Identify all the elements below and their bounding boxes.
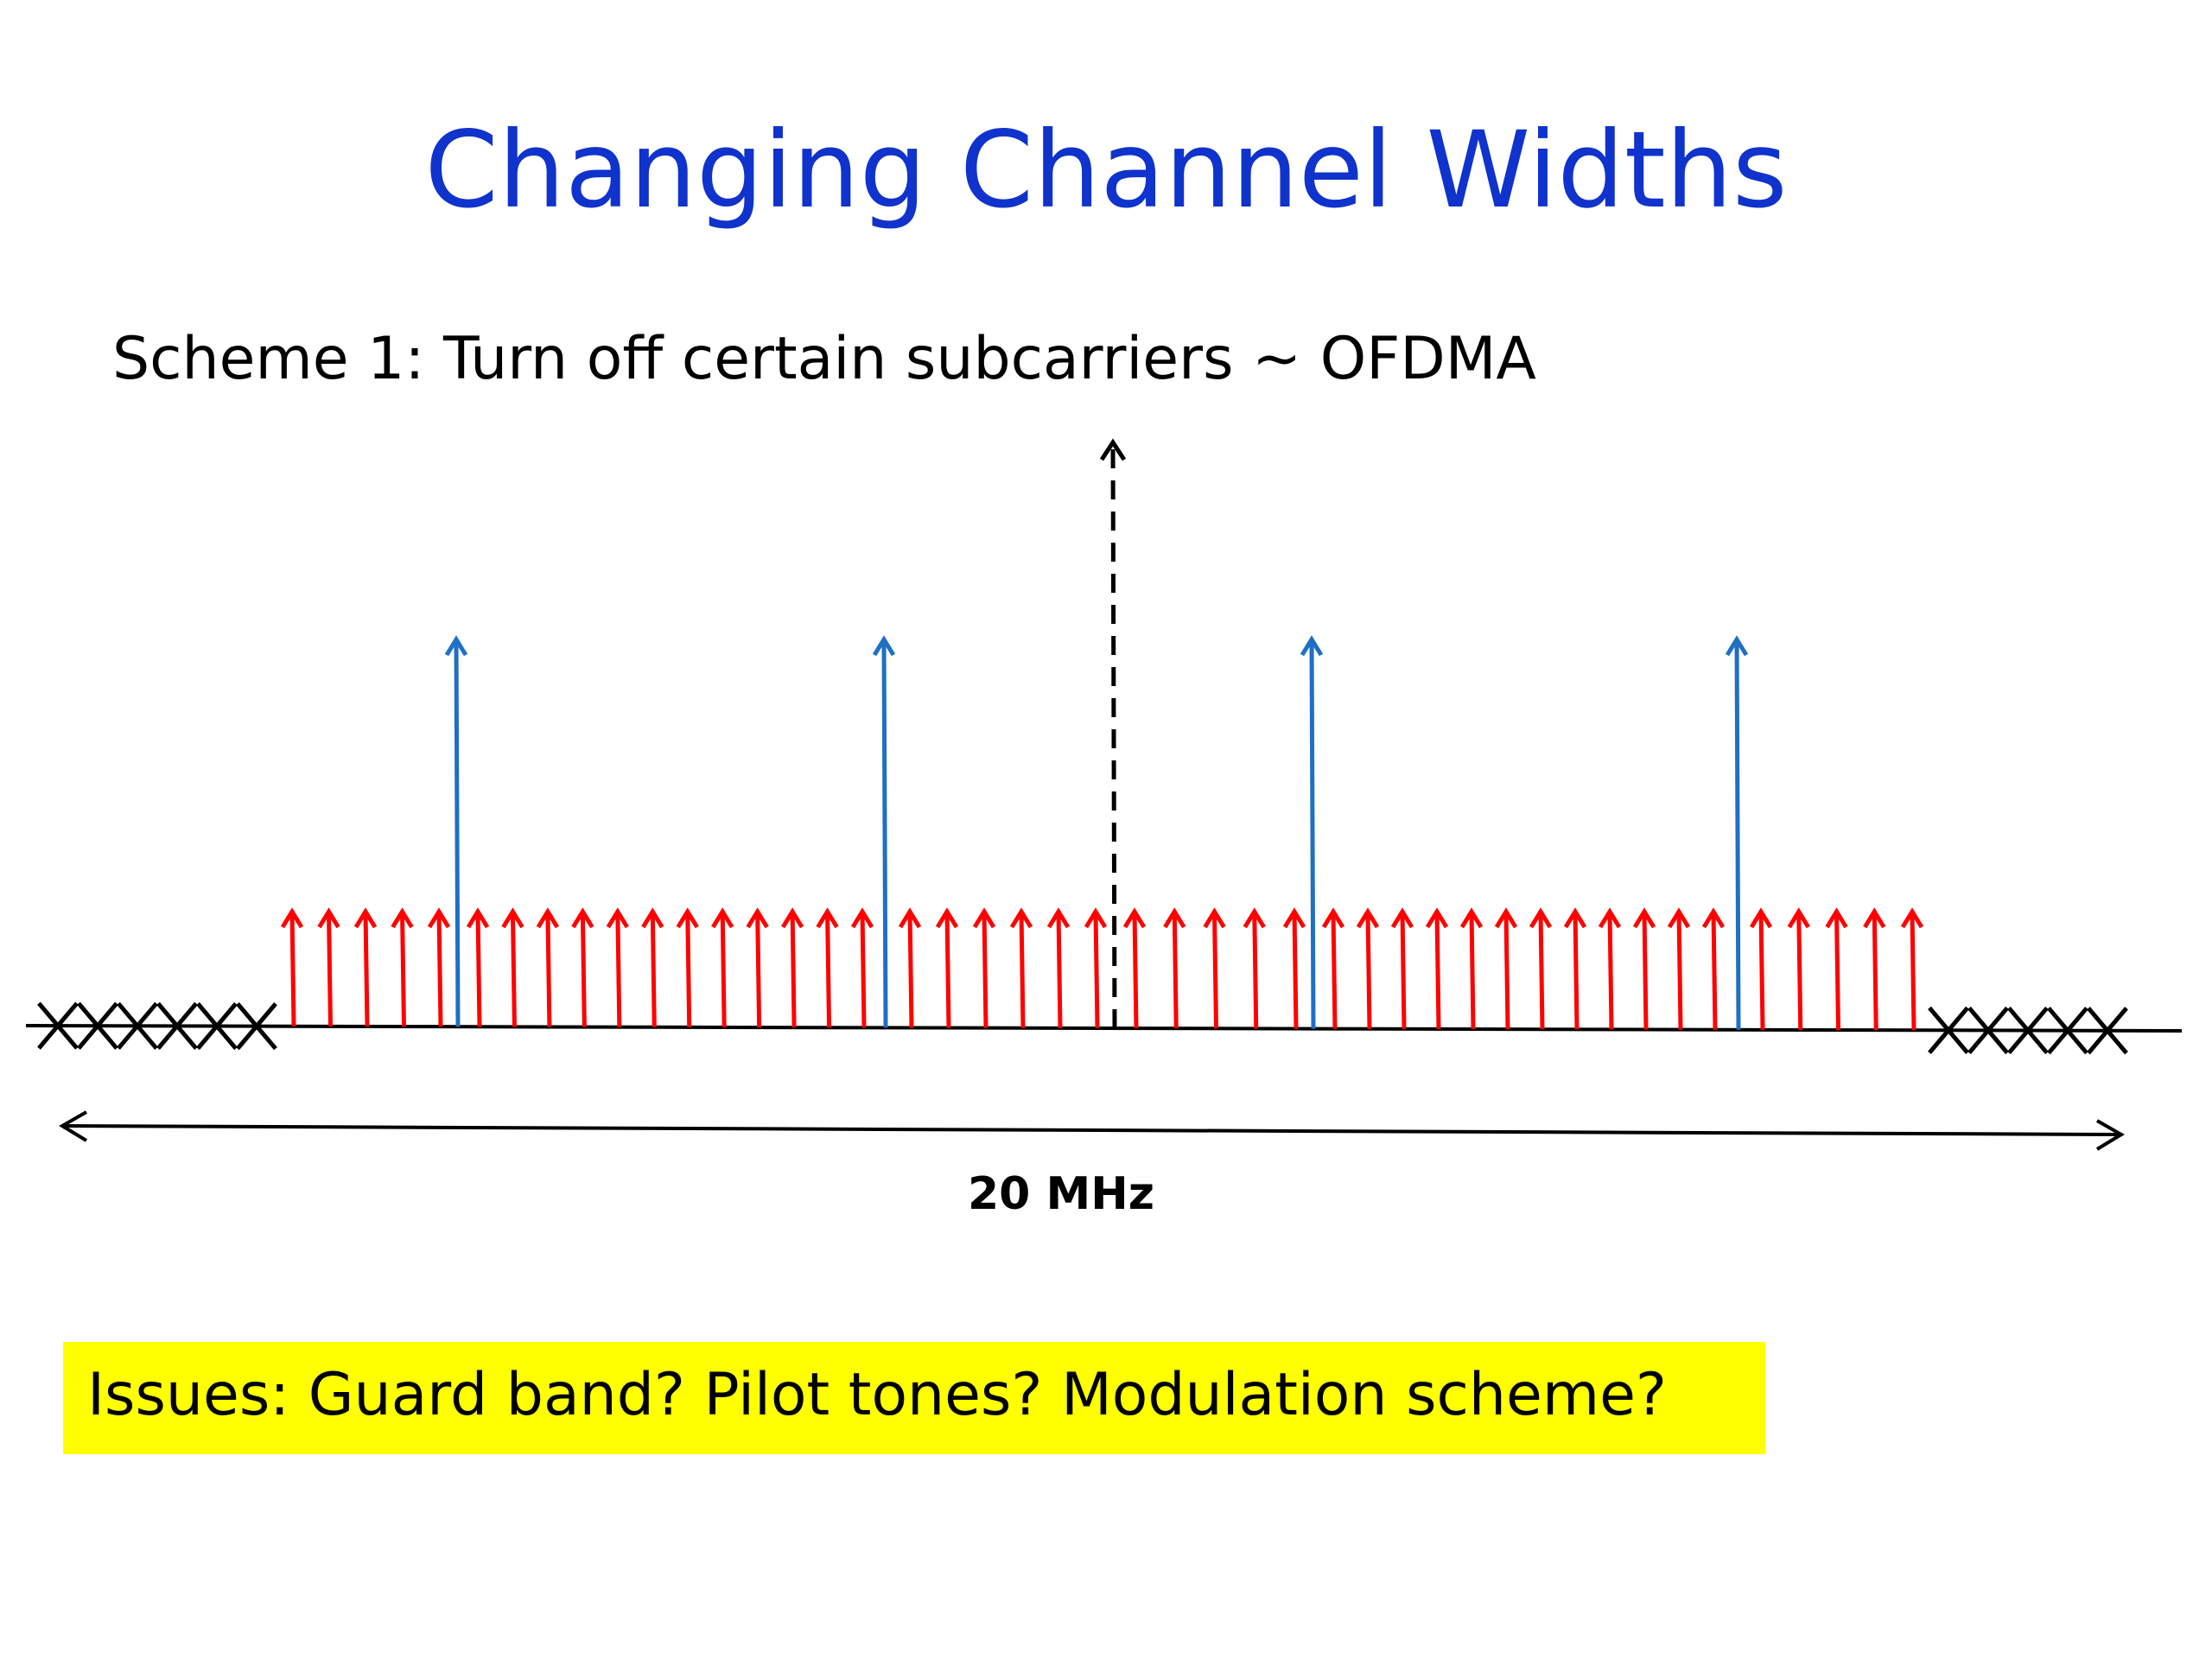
data-subcarrier-arrow-icon	[1203, 907, 1226, 1029]
data-subcarrier-arrow-icon	[353, 907, 378, 1027]
data-subcarrier-arrow-icon	[850, 907, 874, 1028]
data-subcarrier-arrow-icon	[466, 907, 490, 1027]
data-subcarrier-arrow-icon	[1425, 907, 1449, 1029]
frequency-axis	[25, 1024, 2183, 1033]
data-subcarriers	[280, 907, 1924, 1031]
data-subcarrier-arrow-icon	[1787, 907, 1810, 1030]
data-subcarrier-arrow-icon	[816, 907, 839, 1028]
data-subcarrier-arrow-icon	[1282, 907, 1306, 1029]
data-subcarrier-arrow-icon	[1321, 907, 1345, 1029]
dc-subcarrier-arrow-icon	[1099, 438, 1127, 1029]
data-subcarrier-arrow-icon	[780, 907, 804, 1028]
pilot-tones	[444, 635, 1749, 1030]
issues-highlight: Issues: Guard band? Pilot tones? Modulat…	[63, 1342, 1765, 1454]
data-subcarrier-arrow-icon	[280, 907, 304, 1027]
data-subcarrier-arrow-icon	[606, 907, 629, 1027]
data-subcarrier-arrow-icon	[1009, 907, 1033, 1028]
data-subcarrier-arrow-icon	[1701, 907, 1726, 1030]
data-subcarrier-arrow-icon	[935, 907, 959, 1028]
data-subcarrier-arrow-icon	[536, 907, 560, 1027]
data-subcarrier-arrow-icon	[641, 907, 664, 1027]
data-subcarrier-arrow-icon	[391, 907, 414, 1027]
data-subcarrier-arrow-icon	[1529, 907, 1553, 1030]
data-subcarrier-arrow-icon	[1598, 907, 1622, 1030]
data-subcarrier-arrow-icon	[1900, 907, 1924, 1031]
data-subcarrier-arrow-icon	[1494, 907, 1518, 1030]
data-subcarrier-arrow-icon	[711, 907, 734, 1027]
data-subcarrier-arrow-icon	[1356, 907, 1380, 1029]
data-subcarrier-arrow-icon	[676, 907, 699, 1027]
data-subcarrier-arrow-icon	[1163, 907, 1186, 1029]
data-subcarrier-arrow-icon	[1390, 907, 1414, 1029]
data-subcarrier-arrow-icon	[1243, 907, 1266, 1029]
data-subcarrier-arrow-icon	[1046, 907, 1071, 1028]
bandwidth-arrow-right-head	[2095, 1119, 2125, 1151]
slide-title: Changing Channel Widths	[424, 109, 1788, 232]
data-subcarrier-arrow-icon	[898, 907, 922, 1028]
bandwidth-arrow	[59, 1110, 2125, 1151]
pilot-tone-arrow-icon	[1725, 635, 1749, 1030]
data-subcarrier-arrow-icon	[1084, 907, 1108, 1029]
data-subcarrier-arrow-icon	[972, 907, 996, 1028]
pilot-tone-arrow-icon	[444, 635, 468, 1027]
bandwidth-arrow-left-head	[59, 1110, 88, 1142]
data-subcarrier-arrow-icon	[1825, 907, 1848, 1031]
data-subcarrier-arrow-icon	[1863, 907, 1886, 1031]
data-subcarrier-arrow-icon	[1667, 907, 1691, 1030]
issues-text: Issues: Guard band? Pilot tones? Modulat…	[87, 1361, 1667, 1429]
pilot-tone-arrow-icon	[872, 635, 896, 1028]
pilot-tone-arrow-icon	[1300, 635, 1324, 1029]
data-subcarrier-arrow-icon	[1459, 907, 1484, 1030]
dc-subcarrier	[1099, 438, 1127, 1029]
scheme-description: Scheme 1: Turn off certain subcarriers ~…	[112, 325, 1536, 393]
data-subcarrier-arrow-icon	[1749, 907, 1773, 1030]
data-subcarrier-arrow-icon	[746, 907, 769, 1028]
data-subcarrier-arrow-icon	[501, 907, 524, 1027]
data-subcarrier-arrow-icon	[1122, 907, 1147, 1029]
data-subcarrier-arrow-icon	[571, 907, 594, 1027]
data-subcarrier-arrow-icon	[427, 907, 451, 1027]
bandwidth-label: 20 MHz	[968, 1168, 1154, 1220]
data-subcarrier-arrow-icon	[1632, 907, 1656, 1030]
data-subcarrier-arrow-icon	[317, 907, 340, 1027]
data-subcarrier-arrow-icon	[1563, 907, 1587, 1030]
